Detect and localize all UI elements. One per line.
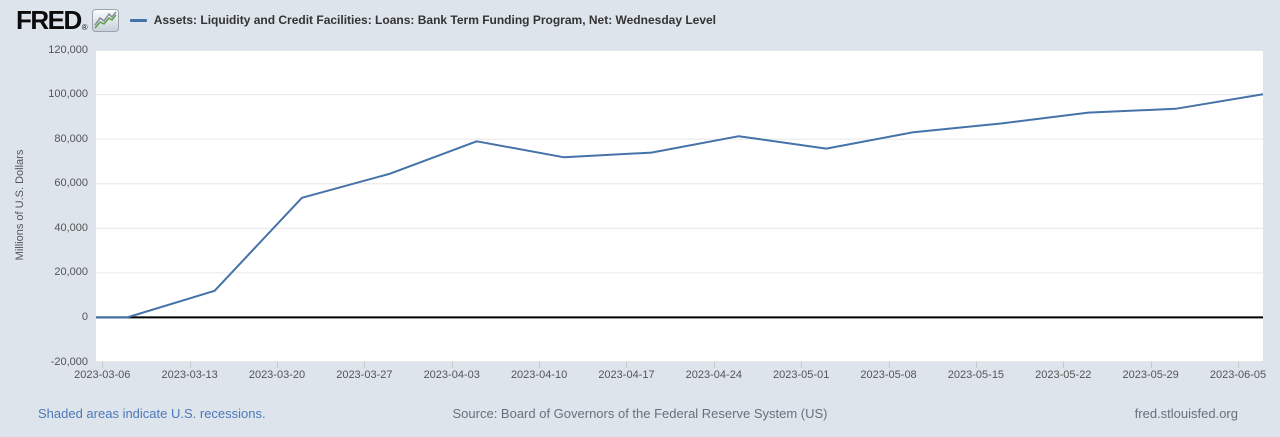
source-attribution-link[interactable]: Source: Board of Governors of the Federa…	[452, 406, 828, 421]
y-axis-tick-label: 0	[81, 310, 88, 323]
y-axis-tick-label: 80,000	[54, 132, 88, 145]
y-axis-tick-label: 120,000	[48, 43, 88, 56]
x-axis-tick-mark	[626, 362, 628, 368]
x-axis-tick-mark	[276, 362, 278, 368]
fred-logo-text: FRED	[16, 5, 82, 35]
x-axis-tick-label: 2023-04-10	[510, 369, 568, 381]
recessions-note-link[interactable]: Shaded areas indicate U.S. recessions.	[38, 406, 266, 421]
x-axis-tick-mark	[888, 362, 890, 368]
x-axis-tick-mark	[801, 362, 803, 368]
x-axis-tick-mark	[364, 362, 366, 368]
y-axis-tick-label: -20,000	[50, 355, 88, 368]
fred-logo[interactable]: FRED ®	[16, 7, 90, 33]
x-axis-tick-label: 2023-06-05	[1209, 369, 1267, 381]
x-axis-tick-label: 2023-05-15	[947, 369, 1005, 381]
y-axis-tick-label: 20,000	[54, 266, 88, 279]
x-axis-tick-mark	[539, 362, 541, 368]
x-axis-tick-label: 2023-03-13	[161, 369, 218, 381]
chart-header: FRED ® Assets: Liquidity and Credit Faci…	[16, 5, 716, 35]
x-axis-tick-label: 2023-05-22	[1035, 369, 1092, 381]
x-axis-tick-mark	[713, 362, 715, 368]
x-axis-tick-mark	[1238, 362, 1240, 368]
x-axis-tick-label: 2023-03-06	[74, 369, 131, 381]
plot-area[interactable]	[96, 50, 1263, 362]
x-axis-tick-label: 2023-05-08	[860, 369, 917, 381]
x-axis-tick-mark	[1063, 362, 1065, 368]
x-axis-tick-mark	[975, 362, 977, 368]
series-legend-label: Assets: Liquidity and Credit Facilities:…	[153, 13, 717, 27]
x-axis-tick-mark	[189, 362, 191, 368]
x-axis-tick-label: 2023-05-01	[773, 369, 830, 381]
x-axis-tick-mark	[102, 362, 104, 368]
registered-mark-icon: ®	[81, 23, 88, 32]
y-axis-labels: -20,000 0 20,000 40,000 60,000 80,000 100,000 1…	[0, 44, 88, 368]
y-axis-tick-label: 40,000	[54, 221, 88, 234]
x-axis-tick-label: 2023-05-29	[1122, 369, 1179, 381]
chart-footer: Shaded areas indicate U.S. recessions. S…	[0, 403, 1280, 425]
x-axis-tick-label: 2023-04-24	[685, 369, 742, 381]
x-axis-tick-label: 2023-04-03	[423, 369, 480, 381]
legend-series-dash-icon	[129, 18, 147, 22]
x-axis-tick-label: 2023-04-17	[598, 369, 655, 381]
series-line[interactable]	[96, 93, 1263, 319]
x-axis-tick-label: 2023-03-20	[248, 369, 306, 381]
fred-sparkline-icon	[91, 8, 119, 32]
x-axis-tick-mark	[451, 362, 453, 368]
fred-site-link[interactable]: fred.stlouisfed.org	[1134, 406, 1238, 421]
x-axis-tick-mark	[1150, 362, 1152, 368]
y-axis-tick-label: 60,000	[54, 177, 88, 190]
x-axis-tick-label: 2023-03-27	[336, 369, 393, 381]
y-axis-tick-label: 100,000	[48, 88, 88, 101]
